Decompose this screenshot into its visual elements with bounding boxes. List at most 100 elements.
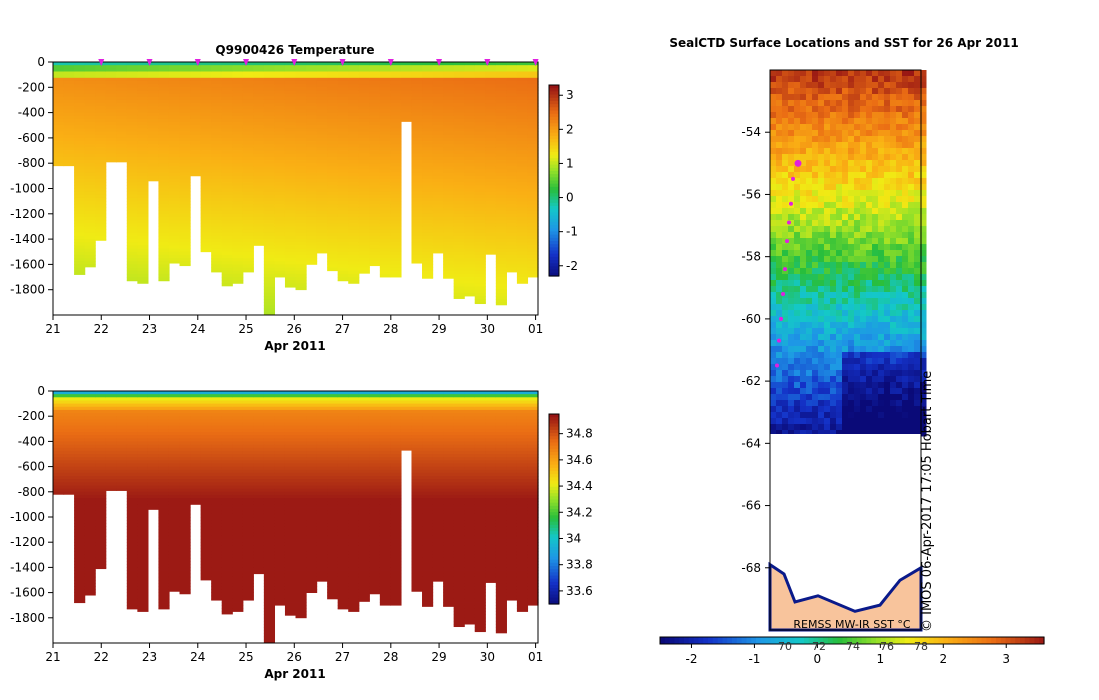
section-cell	[400, 90, 413, 95]
section-cell	[84, 84, 96, 88]
section-cell	[443, 201, 455, 205]
section-cell	[242, 513, 254, 518]
section-cell	[284, 554, 297, 559]
section-cell	[158, 485, 170, 490]
section-cell	[358, 419, 370, 423]
colorbar-swatch	[549, 202, 559, 207]
section-cell	[263, 457, 276, 461]
section-cell	[400, 96, 413, 101]
section-cell	[432, 213, 444, 218]
section-cell	[168, 400, 181, 404]
section-cell	[390, 403, 402, 408]
section-cell	[190, 406, 202, 411]
section-cell	[295, 239, 307, 243]
section-cell	[390, 106, 402, 110]
section-cell	[168, 403, 181, 408]
section-cell	[495, 258, 507, 262]
section-cell	[369, 175, 381, 180]
section-cell	[95, 564, 107, 568]
section-cell	[168, 482, 181, 486]
section-cell	[464, 96, 476, 101]
x-tick-label: 21	[45, 322, 60, 336]
x-tick-label: 30	[480, 322, 495, 336]
section-cell	[369, 394, 381, 398]
x-tick-label: 25	[238, 322, 253, 336]
section-cell	[105, 438, 117, 442]
section-cell	[147, 409, 160, 414]
section-cell	[337, 125, 349, 129]
section-cell	[337, 498, 349, 502]
section-cell	[369, 488, 381, 493]
section-cell	[400, 65, 413, 69]
section-cell	[316, 482, 328, 486]
section-cell	[158, 529, 170, 534]
section-cell	[211, 422, 223, 427]
section-cell	[211, 447, 223, 452]
section-cell	[74, 526, 86, 530]
section-cell	[274, 251, 286, 256]
section-cell	[390, 391, 402, 395]
section-cell	[453, 289, 465, 294]
section-cell	[432, 141, 444, 145]
section-cell	[411, 179, 423, 183]
section-cell	[95, 397, 107, 401]
section-cell	[274, 476, 286, 480]
section-cell	[200, 457, 212, 461]
section-cell	[158, 163, 170, 167]
section-cell	[232, 403, 244, 408]
section-cell	[506, 68, 518, 72]
section-cell	[369, 589, 381, 593]
section-cell	[379, 194, 391, 199]
section-cell	[316, 438, 328, 442]
section-cell	[211, 141, 223, 145]
section-cell	[474, 245, 486, 249]
section-cell	[432, 232, 444, 237]
section-cell	[369, 551, 381, 556]
section-cell	[263, 488, 276, 493]
section-cell	[168, 523, 181, 527]
section-cell	[274, 583, 286, 587]
section-cell	[337, 403, 349, 408]
section-cell	[316, 232, 328, 237]
section-cell	[232, 80, 244, 85]
section-cell	[263, 90, 276, 95]
section-cell	[327, 226, 339, 231]
section-cell	[337, 400, 349, 404]
section-cell	[390, 422, 402, 427]
section-cell	[63, 400, 75, 404]
section-cell	[369, 172, 381, 177]
section-cell	[84, 457, 96, 461]
section-cell	[464, 106, 476, 110]
section-cell	[200, 77, 212, 82]
section-cell	[242, 197, 254, 202]
section-cell	[474, 248, 486, 253]
section-cell	[390, 169, 402, 174]
section-cell	[200, 526, 212, 530]
section-cell	[63, 441, 75, 445]
temperature-title: Q9900426 Temperature	[215, 43, 374, 57]
section-cell	[211, 182, 223, 186]
section-cell	[316, 197, 328, 202]
section-cell	[379, 542, 391, 546]
section-cell	[200, 118, 212, 123]
section-cell	[158, 586, 170, 590]
section-cell	[200, 532, 212, 537]
section-cell	[126, 68, 138, 72]
section-cell	[168, 586, 181, 590]
section-cell	[284, 520, 297, 524]
section-cell	[232, 191, 244, 196]
section-cell	[358, 409, 370, 414]
section-cell	[253, 77, 265, 82]
section-cell	[474, 194, 486, 199]
section-cell	[453, 103, 465, 107]
section-cell	[95, 172, 107, 177]
section-cell	[358, 413, 370, 417]
section-cell	[411, 68, 423, 72]
colorbar-swatch	[549, 85, 559, 89]
section-cell	[168, 118, 181, 123]
section-cell	[211, 93, 223, 98]
section-cell	[179, 406, 191, 411]
section-cell	[422, 273, 434, 278]
section-cell	[105, 156, 117, 161]
section-cell	[242, 523, 254, 527]
